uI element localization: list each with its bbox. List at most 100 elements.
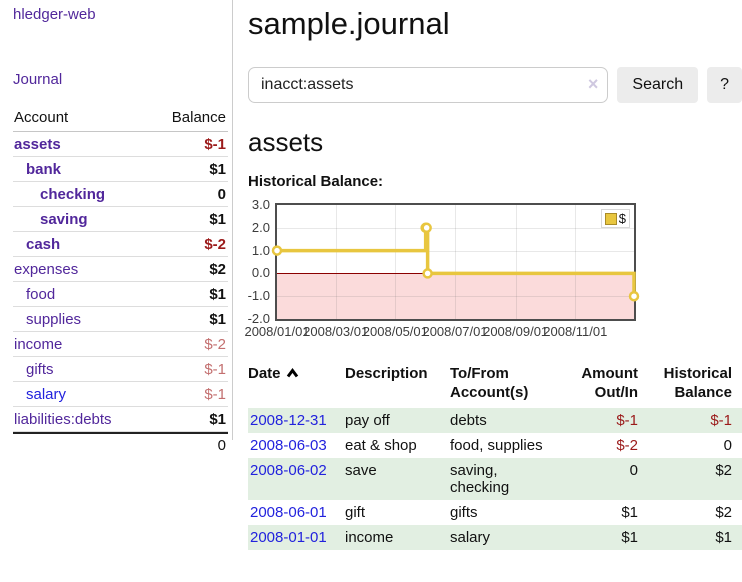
y-axis-tick-label: -2.0 [247,311,270,326]
transaction-description: eat & shop [345,437,417,454]
account-link-gifts[interactable]: gifts [26,360,54,378]
transaction-date-link[interactable]: 2008-12-31 [250,412,327,429]
chart-plot-area[interactable]: $ [271,203,640,321]
gridline [335,205,337,319]
transaction-date: 2008-06-02 [248,458,345,500]
search-button[interactable]: Search [617,67,699,103]
column-header-accounts[interactable]: To/From Account(s) [450,365,529,401]
accounts-header-balance: Balance [171,109,226,126]
account-link-expenses[interactable]: expenses [14,260,79,278]
gridline [277,227,634,229]
account-link-food[interactable]: food [26,285,56,303]
chart-legend: $ [600,209,630,228]
account-balance: $1 [209,410,226,428]
app-brand-link[interactable]: hledger-web [13,6,96,23]
sidebar-item-journal[interactable]: Journal [13,71,63,88]
column-header-balance[interactable]: Historical Balance [663,365,732,401]
clear-search-icon[interactable]: × [587,74,599,94]
transaction-date: 2008-01-01 [248,525,345,550]
account-row: income $-2 [13,332,228,357]
transaction-date-link[interactable]: 2008-06-01 [250,504,327,521]
transaction-balance: $2 [715,504,732,521]
gridline [277,250,634,252]
account-link-liabilities-debts[interactable]: liabilities:debts [14,410,112,428]
account-link-checking[interactable]: checking [40,185,106,203]
account-row: cash $-2 [13,232,228,257]
data-point-marker[interactable] [422,268,433,279]
data-point-marker[interactable] [271,245,283,256]
account-balance: $-1 [204,385,226,403]
account-link-cash[interactable]: cash [26,235,61,253]
account-row: supplies $1 [13,307,228,332]
account-link-salary[interactable]: salary [26,385,67,403]
transaction-date: 2008-12-31 [248,408,345,433]
account-balance: $2 [209,260,226,278]
gridline [277,296,634,298]
transaction-accounts: saving, checking [450,462,510,496]
transaction-date-link[interactable]: 2008-06-02 [250,462,327,479]
account-heading: assets [248,127,324,157]
y-axis-tick-label: 1.0 [251,242,270,258]
account-link-assets[interactable]: assets [14,135,61,153]
x-axis-tick-label: 2008/03/01 [303,324,369,339]
account-row: assets $-1 [13,132,228,157]
account-balance: $1 [209,160,226,178]
account-row: salary $-1 [13,382,228,407]
transaction-date: 2008-06-03 [248,433,345,458]
gridline [515,205,517,319]
gridline [455,205,456,319]
account-row: food $1 [13,282,228,307]
account-row: gifts $-1 [13,357,228,382]
account-balance: $-2 [204,235,226,253]
legend-label: $ [618,211,626,226]
transaction-amount: $1 [621,529,638,546]
account-balance: $1 [209,310,226,328]
historical-balance-chart: $ 3.0 2.0 1.0 0.0 -1.0 -2.0 2008/01/01 2008/03/… [244,198,640,339]
account-link-bank[interactable]: bank [26,160,62,178]
column-header-date[interactable]: Date [248,364,345,408]
column-header-amount[interactable]: Amount Out/In [581,365,638,401]
data-point-marker[interactable] [421,222,432,234]
transaction-row: 2008-12-31 pay off debts $-1 $-1 [248,408,742,433]
transaction-row: 2008-06-01 gift gifts $1 $2 [248,500,742,525]
account-link-income[interactable]: income [14,335,63,353]
transaction-description: pay off [345,412,390,429]
column-header-description[interactable]: Description [345,365,428,382]
accounts-total-row: 0 [13,432,228,454]
y-axis-tick-label: 2.0 [251,219,270,235]
sidebar: hledger-web Journal Account Balance asse… [0,0,233,454]
legend-swatch-icon [604,212,617,225]
transaction-amount: $-1 [616,412,638,429]
transaction-accounts: food, supplies [450,437,543,454]
y-axis-tick-label: 0.0 [251,265,270,281]
x-axis-tick-label: 2008/07/01 [422,324,488,339]
chart-title: Historical Balance: [248,173,384,190]
transaction-amount: $1 [621,504,638,521]
x-axis-tick-label: 2008/11/01 [543,324,608,339]
account-link-supplies[interactable]: supplies [26,310,82,328]
accounts-header-account: Account [14,109,69,126]
transaction-balance: 0 [723,437,732,454]
transaction-description: save [345,462,377,479]
transaction-balance: $-1 [710,412,732,429]
transaction-amount: $-2 [616,437,638,454]
accounts-tree: Account Balance assets $-1 bank $1 checking 0… [13,105,228,454]
account-row: liabilities:debts $1 [13,407,228,432]
transaction-row: 2008-06-03 eat & shop food, supplies $-2 0 [248,433,742,458]
main-content: sample.journal × Search ? assets Histori… [244,0,742,550]
y-axis-tick-label: -1.0 [247,288,270,304]
data-point-marker[interactable] [628,290,640,302]
transaction-date-link[interactable]: 2008-01-01 [250,529,327,546]
account-row: expenses $2 [13,257,228,282]
transaction-accounts: debts [450,412,487,429]
account-link-saving[interactable]: saving [40,210,88,228]
transaction-description: gift [345,504,366,521]
negative-region-shading [277,273,634,319]
transaction-balance: $2 [715,462,732,479]
search-input[interactable] [248,67,609,103]
accounts-header: Account Balance [13,105,228,132]
transaction-date-link[interactable]: 2008-06-03 [250,437,327,454]
transaction-accounts: gifts [450,504,478,521]
help-button[interactable]: ? [707,67,742,103]
transaction-amount: 0 [629,462,638,479]
